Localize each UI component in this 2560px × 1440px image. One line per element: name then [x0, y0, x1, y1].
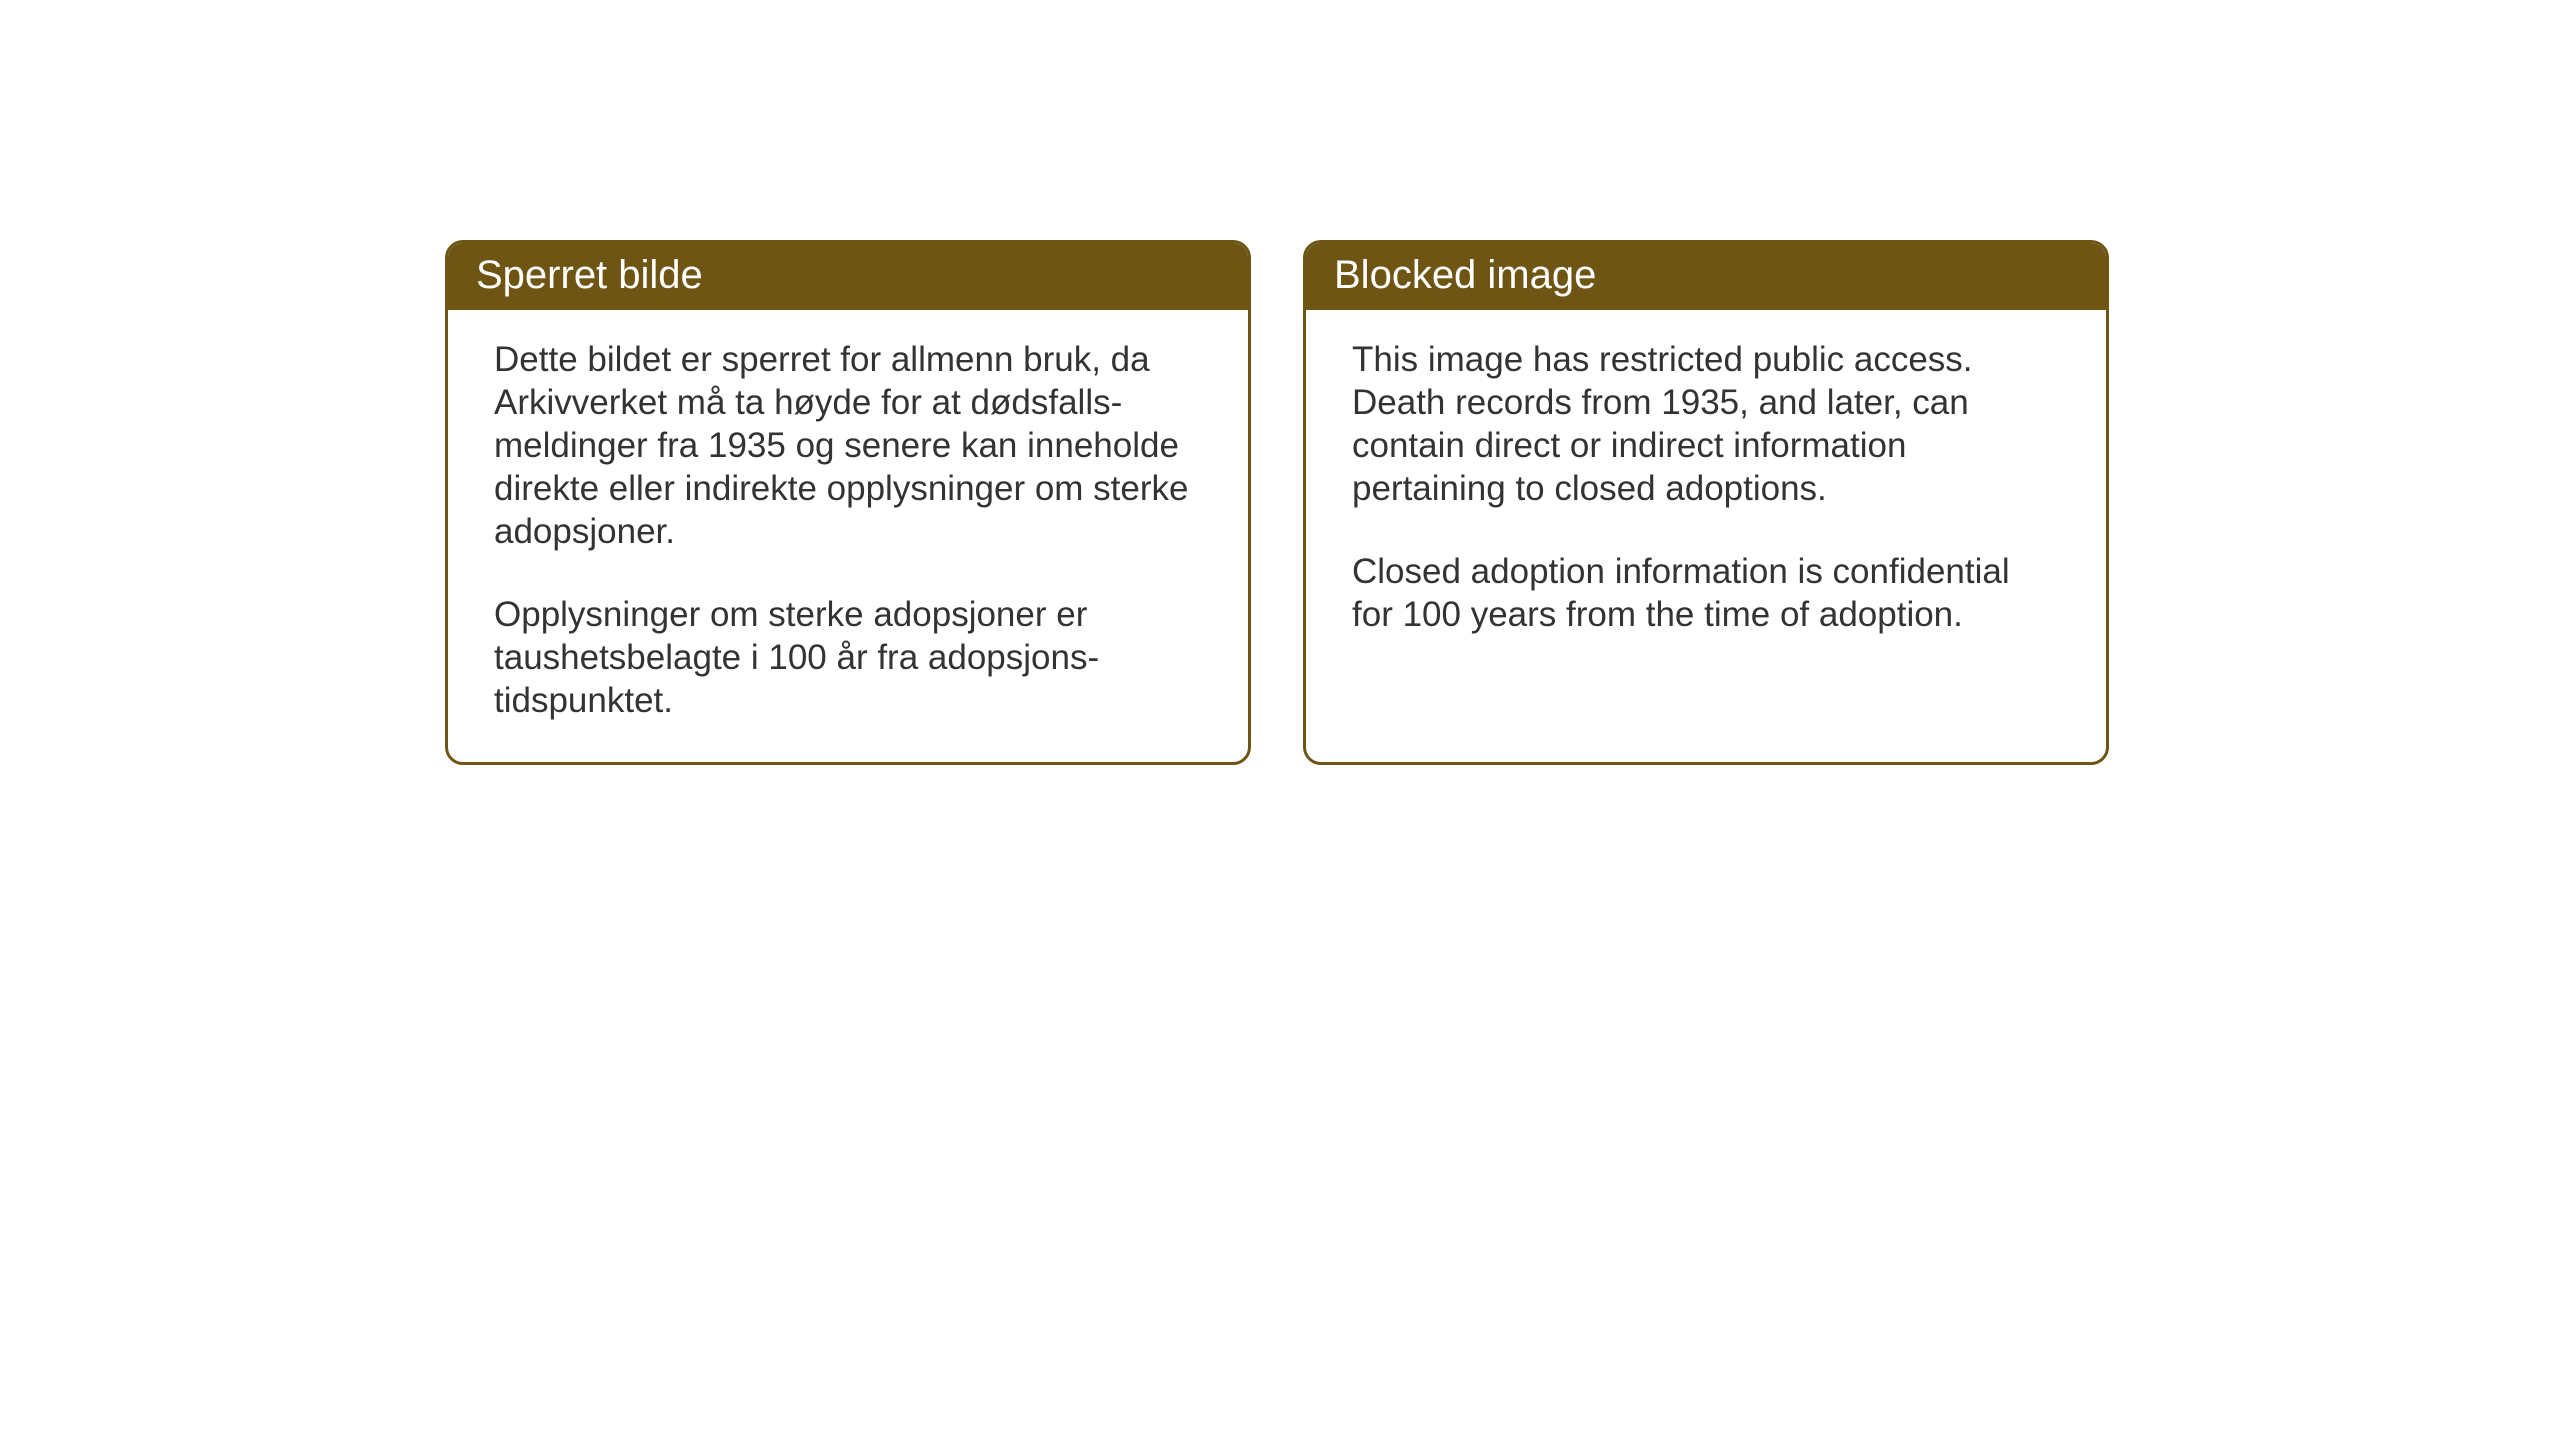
english-card-body: This image has restricted public access.… [1306, 310, 2106, 752]
norwegian-card-title: Sperret bilde [448, 243, 1248, 310]
norwegian-paragraph-1: Dette bildet er sperret for allmenn bruk… [494, 338, 1202, 553]
english-paragraph-2: Closed adoption information is confident… [1352, 550, 2060, 636]
norwegian-paragraph-2: Opplysninger om sterke adopsjoner er tau… [494, 593, 1202, 722]
english-notice-card: Blocked image This image has restricted … [1303, 240, 2109, 765]
english-card-title: Blocked image [1306, 243, 2106, 310]
english-paragraph-1: This image has restricted public access.… [1352, 338, 2060, 510]
norwegian-notice-card: Sperret bilde Dette bildet er sperret fo… [445, 240, 1251, 765]
norwegian-card-body: Dette bildet er sperret for allmenn bruk… [448, 310, 1248, 762]
notice-cards-container: Sperret bilde Dette bildet er sperret fo… [445, 240, 2109, 765]
